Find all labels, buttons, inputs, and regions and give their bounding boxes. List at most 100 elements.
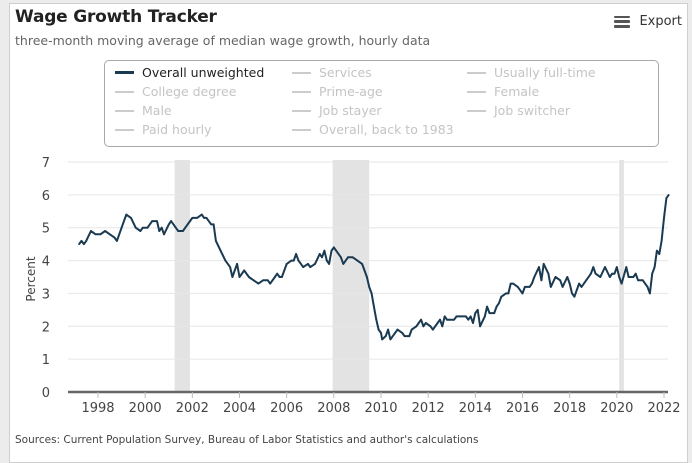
legend-item[interactable]: Prime-age (292, 84, 383, 99)
data-point (441, 325, 444, 328)
data-point (469, 315, 472, 318)
data-point (321, 256, 323, 259)
legend-item[interactable]: Overall unweighted (115, 65, 264, 80)
legend-item[interactable]: Paid hourly (115, 122, 212, 137)
data-point (297, 259, 300, 262)
legend-label: College degree (142, 84, 237, 99)
data-point (366, 276, 368, 278)
data-point (125, 213, 128, 216)
data-point (646, 286, 649, 288)
data-point (443, 315, 446, 318)
legend-swatch (292, 90, 311, 93)
data-point (281, 276, 283, 278)
data-point (139, 230, 142, 232)
data-point (509, 282, 512, 285)
data-point (585, 279, 588, 282)
data-point (474, 312, 477, 314)
data-point (248, 276, 250, 278)
data-point (285, 263, 288, 265)
y-tick-label: 7 (42, 156, 50, 171)
legend-swatch (115, 128, 134, 131)
data-point (141, 226, 144, 229)
legend-label: Paid hourly (142, 122, 212, 137)
data-point (309, 266, 312, 268)
data-point (387, 328, 389, 331)
y-tick-label: 1 (42, 353, 50, 368)
data-point (448, 318, 451, 321)
legend-item[interactable]: Female (467, 84, 539, 99)
legend-item[interactable]: Overall, back to 1983 (292, 122, 454, 137)
data-point (634, 272, 637, 275)
data-point (314, 263, 316, 265)
data-point (559, 279, 562, 282)
data-point (604, 266, 606, 268)
data-point (200, 213, 203, 216)
data-point (163, 233, 165, 236)
data-point (361, 263, 363, 265)
y-tick-label: 5 (42, 222, 50, 237)
data-point (422, 325, 425, 328)
data-point (236, 263, 239, 265)
data-point (465, 315, 467, 318)
data-point (290, 259, 293, 262)
x-tick-label: 2020 (600, 401, 633, 416)
data-point (637, 279, 639, 282)
data-point (274, 276, 276, 278)
y-tick-label: 0 (42, 386, 50, 401)
legend-item[interactable]: Usually full-time (467, 65, 596, 80)
data-point (566, 276, 569, 278)
data-point (632, 276, 635, 278)
legend-item[interactable]: Male (115, 103, 172, 118)
data-point (571, 292, 573, 295)
data-point (663, 217, 665, 219)
data-point (408, 335, 411, 337)
data-point (590, 272, 592, 275)
data-point (531, 282, 533, 285)
x-tick-label: 2004 (223, 401, 256, 416)
data-point (396, 328, 399, 331)
legend-swatch (467, 90, 486, 93)
data-point (160, 226, 163, 229)
export-button[interactable]: Export (614, 14, 682, 29)
data-point (191, 217, 194, 219)
legend-item[interactable]: Services (292, 65, 372, 80)
legend-swatch (292, 109, 311, 112)
data-point (524, 286, 526, 288)
data-point (549, 286, 552, 288)
x-tick-label: 2018 (553, 401, 586, 416)
data-point (656, 249, 658, 252)
data-point (325, 259, 328, 262)
chart-subtitle: three-month moving average of median wag… (15, 33, 431, 48)
recession-band (332, 160, 370, 392)
data-point (493, 312, 496, 314)
data-point (498, 302, 500, 305)
data-point (660, 240, 663, 242)
data-point (205, 217, 208, 219)
data-point (167, 223, 170, 226)
data-point (415, 325, 418, 328)
data-point (608, 276, 611, 278)
legend-item[interactable]: Job stayer (292, 103, 382, 118)
legend-item[interactable]: Job switcher (467, 103, 570, 118)
data-point (189, 220, 191, 223)
data-point (618, 276, 621, 278)
data-point (505, 292, 507, 295)
x-tick-label: 2014 (459, 401, 492, 416)
data-point (420, 318, 422, 321)
data-point (665, 197, 668, 200)
data-point (113, 236, 116, 239)
data-point (401, 332, 404, 334)
legend-item[interactable]: College degree (115, 84, 236, 99)
data-point (613, 272, 616, 275)
data-point (335, 249, 338, 252)
data-point (215, 240, 217, 242)
data-point (472, 322, 474, 324)
y-tick-label: 4 (42, 255, 50, 270)
x-tick-label: 2012 (412, 401, 445, 416)
data-point (561, 286, 564, 288)
y-tick-label: 3 (42, 287, 50, 302)
data-point (446, 318, 448, 321)
data-point (340, 256, 342, 259)
hamburger-menu-icon (614, 15, 631, 28)
data-point (158, 230, 161, 232)
